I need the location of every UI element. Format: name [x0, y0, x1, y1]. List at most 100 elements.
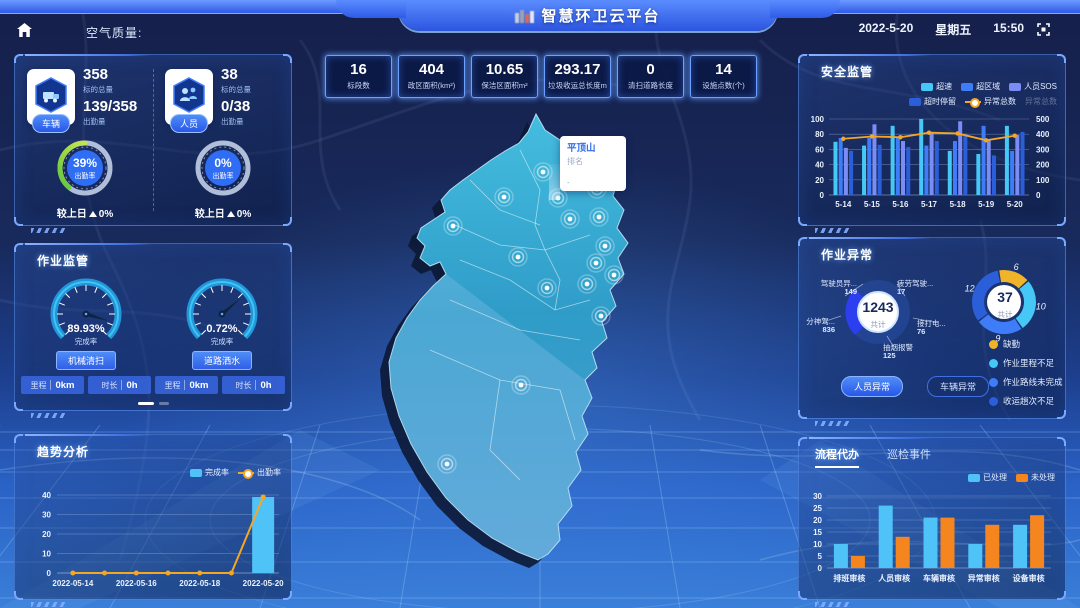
person-attendance: 0/38 — [221, 98, 251, 115]
date-text: 2022-5-20 — [858, 21, 914, 35]
donut-label: 接打电... 76 — [917, 319, 946, 336]
kpi-facility-count: 14 设施点数(个) — [690, 55, 757, 98]
time-text: 15:50 — [993, 21, 1024, 35]
svg-text:6: 6 — [1014, 262, 1019, 272]
gauge-tag-button[interactable]: 道路洒水 — [191, 351, 252, 370]
svg-text:人员审核: 人员审核 — [878, 573, 910, 583]
legend-item[interactable]: 作业里程不足 — [989, 357, 1063, 369]
svg-text:40: 40 — [815, 161, 824, 170]
kpi-district-area: 404 政区面积(km²) — [398, 55, 465, 98]
legend-item[interactable]: 未处理 — [1016, 472, 1055, 483]
svg-text:车辆审核: 车辆审核 — [923, 573, 955, 583]
panel-title: 趋势分析 — [37, 445, 90, 459]
legend-item[interactable]: 异常总数 — [965, 96, 1016, 108]
svg-text:20: 20 — [815, 176, 824, 185]
legend-item[interactable]: 出勤率 — [238, 467, 281, 479]
person-anomaly-button[interactable]: 人员异常 — [841, 376, 904, 397]
tooltip-rank: 排名 - — [567, 157, 583, 187]
vehicle-anomaly-donut: 6 10 9 12 — [965, 262, 1046, 343]
svg-text:2022-05-16: 2022-05-16 — [116, 579, 157, 588]
vehicle-anomaly-button[interactable]: 车辆异常 — [927, 376, 990, 397]
svg-text:5: 5 — [818, 552, 823, 561]
svg-text:0: 0 — [47, 569, 52, 578]
air-quality-label: 空气质量: — [86, 26, 143, 40]
svg-text:0: 0 — [818, 564, 823, 573]
legend-item[interactable]: 超区域 — [961, 81, 1000, 92]
trend-chart: 0 10 20 30 40 2022-05-14 2022-05-16 2022-05-18 2… — [42, 491, 284, 588]
svg-text:30: 30 — [42, 511, 51, 520]
security-legend-row1: 超速 超区域 人员SOS — [912, 81, 1057, 92]
map-region — [388, 112, 629, 561]
panel-decoration — [815, 602, 851, 607]
panel-decoration — [31, 228, 67, 233]
svg-text:200: 200 — [1036, 161, 1050, 170]
legend-item[interactable]: 收运趟次不足 — [989, 395, 1063, 407]
home-button[interactable] — [16, 22, 33, 38]
kpi-cleaning-area: 10.65 保洁区面积m² — [471, 55, 538, 98]
platform-logo-icon — [515, 10, 535, 23]
legend-item[interactable]: 超速 — [921, 81, 952, 92]
duration-box: 时长 0h — [88, 376, 151, 394]
vehicle-icon — [35, 77, 67, 113]
svg-text:25: 25 — [813, 504, 822, 513]
person-anomaly-donut — [822, 280, 934, 347]
page-title: 智慧环卫云平台 — [541, 8, 661, 25]
svg-text:0: 0 — [820, 191, 825, 200]
header-title-area: 智慧环卫云平台 — [336, 0, 840, 31]
svg-text:2022-05-18: 2022-05-18 — [179, 579, 220, 588]
panel-decoration — [815, 421, 851, 426]
process-tabs: 流程代办 巡检事件 — [815, 446, 931, 468]
svg-text:30: 30 — [813, 492, 822, 501]
svg-text:0: 0 — [1036, 191, 1041, 200]
tab-inspection-events[interactable]: 巡检事件 — [887, 449, 931, 461]
svg-text:异常审核: 异常审核 — [968, 573, 1000, 583]
mileage-box: 里程 0km — [155, 376, 218, 394]
legend-item[interactable]: 完成率 — [190, 467, 229, 478]
svg-text:100: 100 — [811, 115, 825, 124]
arrow-up-icon — [226, 211, 235, 217]
process-chart: 0 5 10 15 20 25 30 排班审核 人员审核 车辆审核 异常审核 设备审核 — [813, 492, 1051, 583]
donut-label: 抽烟报警 125 — [883, 343, 913, 360]
donut-label: 疲劳驾驶... 17 — [897, 279, 934, 296]
tooltip-region-name: 平顶山 — [567, 143, 596, 154]
vehicle-attendance: 139/358 — [83, 98, 138, 115]
datetime: 2022-5-20 星期五 15:50 — [859, 21, 1024, 38]
tab-process-todo[interactable]: 流程代办 — [815, 446, 859, 468]
pagination-dots[interactable] — [15, 402, 291, 405]
abnormal-panel: 作业异常 1243 共计 驾驶员异... 149 疲劳驾驶... 17 分神驾... 8… — [798, 237, 1066, 426]
vehicle-tag[interactable]: 车辆 — [31, 114, 71, 133]
donut-label: 驾驶员异... 149 — [820, 279, 857, 296]
svg-text:12: 12 — [965, 283, 975, 293]
legend-item[interactable]: 人员SOS — [1009, 81, 1057, 92]
svg-text:9: 9 — [995, 333, 1000, 343]
person-rate-ring: 0% 出勤率 — [192, 137, 254, 199]
trend-legend: 完成率 出勤率 — [181, 467, 281, 479]
person-tag[interactable]: 人员 — [169, 114, 209, 133]
vehicle-donut-total: 37 共计 — [997, 289, 1013, 319]
svg-text:15: 15 — [813, 528, 822, 537]
legend-item[interactable]: 作业路线未完成 — [989, 376, 1063, 388]
svg-text:设备审核: 设备审核 — [1013, 573, 1045, 583]
legend-item-disabled[interactable]: 异常总数 — [1025, 97, 1057, 106]
svg-text:2022-05-14: 2022-05-14 — [52, 579, 93, 588]
map-south-tint — [389, 274, 592, 560]
svg-text:5-16: 5-16 — [892, 200, 909, 209]
fullscreen-button[interactable] — [1037, 23, 1050, 36]
svg-text:500: 500 — [1036, 115, 1050, 124]
gauge-tag-button[interactable]: 机械清扫 — [55, 351, 116, 370]
security-chart: 0 0 20 100 40 200 60 300 80 400 100 500 5-14 5-15 5-16… — [811, 115, 1050, 209]
donut-label: 分神驾... 836 — [806, 317, 835, 334]
legend-item[interactable]: 已处理 — [968, 472, 1007, 483]
kpi-sweep-road-length: 0 清扫道路长度 — [617, 55, 684, 98]
vehicle-rate-ring: 39% 出勤率 — [54, 137, 116, 199]
svg-text:300: 300 — [1036, 145, 1050, 154]
legend-item[interactable]: 缺勤 — [989, 338, 1063, 350]
panel-title: 安全监管 — [821, 65, 874, 79]
svg-text:5-17: 5-17 — [921, 200, 938, 209]
mileage-box: 里程 0km — [21, 376, 84, 394]
panel-decoration — [31, 602, 67, 607]
legend-item[interactable]: 超时停留 — [909, 96, 956, 107]
map-tooltip: 平顶山 排名 - — [560, 136, 626, 191]
